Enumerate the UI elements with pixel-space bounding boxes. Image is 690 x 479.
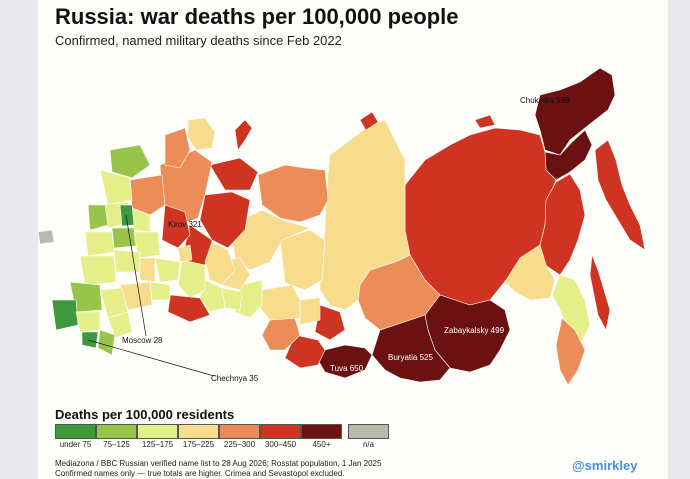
legend-swatch bbox=[137, 424, 178, 439]
label-buryatia: Buryatia 525 bbox=[388, 353, 433, 362]
region-sverdlovsk bbox=[204, 241, 236, 286]
region-leningrad bbox=[109, 144, 151, 179]
source-line-1: Mediazona / BBC Russian verified name li… bbox=[55, 459, 382, 468]
russia-choropleth-map: Chukotka 599 Kirov 321 Moscow 28 Chechny… bbox=[38, 67, 646, 386]
chechnya-leader-line bbox=[87, 339, 215, 377]
legend-label: under 75 bbox=[59, 440, 92, 449]
label-moscow: Moscow 28 bbox=[122, 336, 163, 345]
region-severnaya-zemlya bbox=[359, 111, 379, 131]
legend-labels: under 75 75–125 125–175 175–225 225–300 300–4… bbox=[55, 440, 395, 452]
region-tatarstan bbox=[154, 257, 181, 283]
legend-label: 300–450 bbox=[264, 440, 297, 449]
region-kaliningrad bbox=[38, 229, 55, 245]
region-yamal bbox=[257, 164, 329, 223]
region-astrakhan bbox=[107, 311, 133, 339]
label-tuva: Tuva 650 bbox=[330, 364, 364, 373]
legend-title: Deaths per 100,000 residents bbox=[55, 407, 235, 422]
region-moscow-city bbox=[119, 204, 135, 227]
moscow-leader-line bbox=[125, 214, 147, 337]
region-karelia bbox=[164, 127, 191, 169]
label-chukotka: Chukotka 599 bbox=[520, 96, 570, 105]
region-altai-rep bbox=[284, 334, 326, 369]
region-penza bbox=[139, 257, 156, 283]
region-kamchatka bbox=[594, 139, 646, 251]
region-komi bbox=[199, 191, 251, 249]
region-chukotka bbox=[534, 67, 616, 156]
legend-label: 450+ bbox=[312, 440, 331, 449]
legend-swatch bbox=[260, 424, 301, 439]
region-nizhny bbox=[133, 231, 161, 259]
region-murmansk bbox=[187, 117, 216, 151]
legend-swatch bbox=[55, 424, 96, 439]
legend-swatch bbox=[96, 424, 137, 439]
region-bryansk-kaluga bbox=[84, 231, 115, 257]
label-zabaykalsky: Zabaykalsky 499 bbox=[444, 326, 505, 335]
region-khabarovsk bbox=[539, 173, 586, 276]
region-voronezh-kursk bbox=[79, 255, 117, 286]
region-wrangel bbox=[474, 114, 496, 129]
region-jewish-ao bbox=[555, 317, 586, 386]
region-udmurtia bbox=[177, 244, 193, 263]
region-novosibirsk bbox=[257, 284, 301, 321]
region-orenburg bbox=[167, 294, 211, 323]
region-samara bbox=[149, 281, 171, 301]
region-vologda bbox=[129, 174, 166, 216]
region-smolensk bbox=[87, 204, 109, 231]
legend-swatch bbox=[178, 424, 219, 439]
region-kirov bbox=[161, 204, 191, 249]
region-krasnodar bbox=[51, 299, 79, 331]
source-note: Mediazona / BBC Russian verified name li… bbox=[55, 459, 381, 479]
region-sakhalin bbox=[589, 254, 611, 331]
author-handle: @smirkley bbox=[572, 458, 638, 473]
region-dagestan bbox=[97, 329, 116, 356]
legend-swatch bbox=[301, 424, 342, 439]
region-nenets bbox=[209, 157, 259, 191]
region-chechnya bbox=[81, 331, 99, 349]
region-stavropol bbox=[75, 311, 101, 333]
region-moscow-oblast bbox=[111, 227, 137, 249]
region-tuva bbox=[317, 344, 373, 379]
legend-label: 225–300 bbox=[223, 440, 256, 449]
map-title: Russia: war deaths per 100,000 people bbox=[55, 4, 459, 29]
source-line-2: Confirmed names only — true totals are h… bbox=[55, 469, 345, 478]
legend-label: 175–225 bbox=[182, 440, 215, 449]
region-novgorod-pskov bbox=[99, 169, 133, 206]
region-amur bbox=[504, 244, 556, 301]
region-bashkortostan bbox=[177, 259, 206, 299]
label-chechnya: Chechnya 35 bbox=[211, 374, 259, 383]
label-kirov: Kirov 321 bbox=[168, 220, 202, 229]
region-tomsk bbox=[279, 229, 326, 291]
legend-label: n/a bbox=[362, 440, 375, 449]
region-kemerovo bbox=[299, 297, 321, 326]
legend-label: 125–175 bbox=[141, 440, 174, 449]
region-novaya-zemlya bbox=[234, 119, 253, 151]
region-khakassia bbox=[314, 304, 346, 341]
legend-swatch bbox=[348, 424, 389, 439]
legend-label: 75–125 bbox=[103, 440, 130, 449]
legend-swatches bbox=[55, 424, 389, 439]
region-ryazan-tula bbox=[113, 249, 141, 273]
map-subtitle: Confirmed, named military deaths since F… bbox=[55, 33, 342, 48]
region-chelyabinsk bbox=[199, 279, 226, 313]
legend-swatch bbox=[219, 424, 260, 439]
